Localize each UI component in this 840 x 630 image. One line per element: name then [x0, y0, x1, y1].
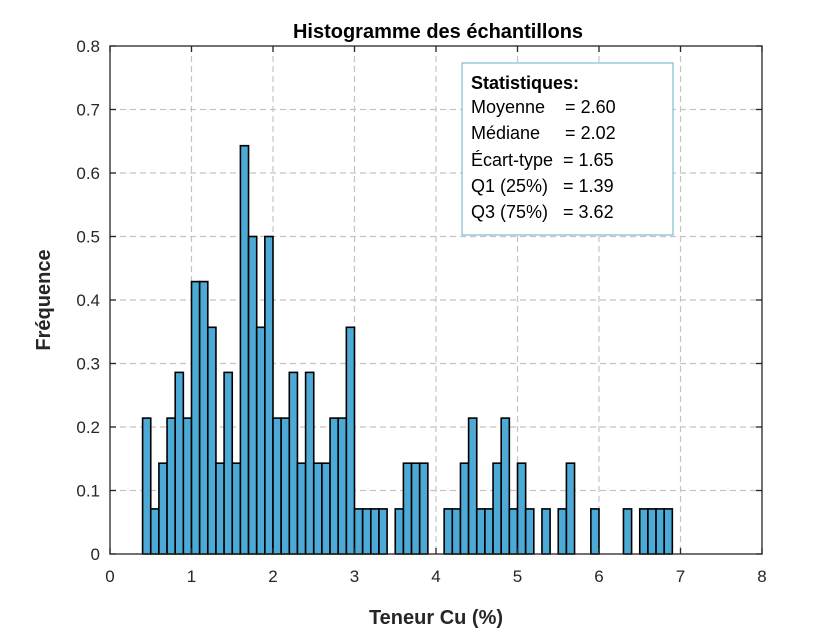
- histogram-bar: [394, 508, 405, 555]
- histogram-bar: [484, 508, 494, 555]
- histogram-bar: [207, 326, 217, 555]
- histogram-bar: [459, 462, 470, 555]
- histogram-bar: [418, 462, 429, 555]
- y-tick-label: 0.6: [76, 164, 100, 183]
- histogram-bar: [182, 417, 193, 555]
- chart-title: Histogramme des échantillons: [293, 21, 583, 43]
- statistics-box: Statistiques: Moyenne = 2.60 Médiane = 2…: [461, 62, 674, 236]
- y-tick-label: 0.3: [76, 355, 100, 374]
- histogram-bar: [215, 462, 225, 555]
- histogram-bar: [337, 417, 348, 555]
- statistics-line-median: Médiane = 2.02: [471, 123, 616, 143]
- y-tick-label: 0.5: [76, 228, 100, 247]
- histogram-bar: [638, 508, 649, 555]
- histogram-bar: [141, 417, 152, 555]
- histogram-bar: [288, 371, 299, 555]
- histogram-bar: [174, 371, 185, 555]
- histogram-bar: [475, 508, 486, 555]
- x-axis-title: Teneur Cu (%): [369, 607, 503, 629]
- tick-labels: 0 1 2 3 4 5 6 7 8 0 0.1 0.2 0.3 0.4 0.5 0.6 0.7 0.8: [76, 37, 766, 586]
- histogram-bar: [223, 371, 234, 555]
- histogram-bar: [361, 508, 372, 555]
- histogram-bar: [663, 508, 674, 555]
- histogram-bar: [655, 508, 665, 555]
- statistics-line-q3: Q3 (75%) = 3.62: [471, 202, 614, 222]
- x-tick-label: 0: [105, 567, 114, 586]
- histogram-bar: [369, 508, 380, 555]
- y-tick-label: 0: [91, 545, 100, 564]
- histogram-bar: [312, 462, 323, 555]
- histogram-bar: [565, 462, 576, 555]
- histogram-bar: [402, 462, 413, 555]
- statistics-heading: Statistiques:: [471, 73, 579, 93]
- x-tick-label: 4: [431, 567, 440, 586]
- histogram-bar: [247, 235, 258, 555]
- histogram-bar: [492, 462, 502, 555]
- y-tick-label: 0.7: [76, 101, 100, 120]
- histogram-bar: [280, 417, 291, 555]
- histogram-bar: [272, 417, 282, 555]
- histogram-bar: [516, 462, 527, 555]
- y-tick-label: 0.2: [76, 418, 100, 437]
- histogram-bar: [231, 462, 242, 555]
- histogram-bar: [557, 508, 568, 555]
- histogram-bar: [255, 326, 266, 555]
- y-tick-label: 0.1: [76, 482, 100, 501]
- histogram-bar: [524, 508, 535, 555]
- histogram-bar: [500, 417, 511, 555]
- histogram-bar: [239, 144, 250, 555]
- axes-frame: [109, 45, 763, 555]
- x-tick-label: 5: [513, 567, 522, 586]
- statistics-line-mean: Moyenne = 2.60: [471, 97, 616, 117]
- histogram-bar: [508, 508, 519, 555]
- x-tick-label: 2: [268, 567, 277, 586]
- x-tick-label: 6: [594, 567, 603, 586]
- histogram-bar: [166, 417, 177, 555]
- histogram-bar: [647, 508, 657, 555]
- statistics-line-q1: Q1 (25%) = 1.39: [471, 176, 614, 196]
- histogram-bar: [345, 326, 356, 555]
- y-tick-label: 0.8: [76, 37, 100, 56]
- histogram-bar: [622, 508, 633, 555]
- histogram-bar: [296, 462, 307, 555]
- x-tick-label: 8: [757, 567, 766, 586]
- histogram-bar: [190, 280, 201, 555]
- histogram-bar: [467, 417, 478, 555]
- x-tick-label: 7: [676, 567, 685, 586]
- histogram-bar: [353, 508, 364, 555]
- histogram-bar: [590, 508, 600, 555]
- histogram-bar: [264, 235, 274, 555]
- x-tick-label: 3: [350, 567, 359, 586]
- histogram-bar: [304, 371, 315, 555]
- histogram-bar: [443, 508, 454, 555]
- x-tick-label: 1: [187, 567, 196, 586]
- histogram-bar: [198, 280, 209, 555]
- y-tick-label: 0.4: [76, 291, 100, 310]
- histogram-bar: [378, 508, 388, 555]
- statistics-box-frame: [461, 62, 674, 236]
- histogram-bar: [329, 417, 339, 555]
- histogram-bar: [410, 462, 421, 555]
- histogram-bar: [158, 462, 168, 555]
- histogram-bar: [451, 508, 462, 555]
- y-axis-title: Fréquence: [33, 249, 55, 350]
- histogram-bars: [141, 144, 674, 555]
- histogram-bar: [541, 508, 551, 555]
- histogram-bar: [149, 508, 160, 555]
- histogram-bar: [321, 462, 331, 555]
- statistics-line-stddev: Écart-type = 1.65: [471, 150, 614, 170]
